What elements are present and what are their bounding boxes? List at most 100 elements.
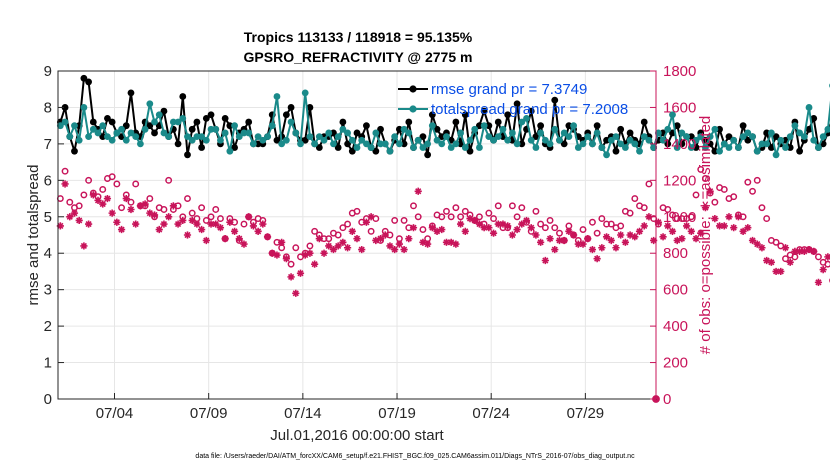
obs_possible-point <box>824 260 830 268</box>
totalspread-point <box>207 125 215 133</box>
y-tick-label-right: 0 <box>663 391 671 408</box>
obs_possible-point <box>66 198 74 206</box>
obs_assimilated-point <box>772 267 780 276</box>
obs_assimilated-point <box>226 218 234 226</box>
obs_assimilated-point <box>588 245 597 254</box>
rmse-point <box>796 147 804 155</box>
totalspread-point <box>165 133 173 141</box>
y-tick-label-right: 1600 <box>663 99 696 116</box>
totalspread-point <box>763 140 771 148</box>
totalspread-point <box>631 140 639 148</box>
totalspread-point <box>617 140 625 148</box>
obs_assimilated-point <box>108 209 116 217</box>
totalspread-point <box>716 147 723 155</box>
totalspread-point <box>772 151 780 159</box>
y-tick-label-left: 8 <box>44 99 52 116</box>
obs_assimilated-point <box>320 249 328 257</box>
y-tick-label-left: 1 <box>44 355 52 372</box>
obs_assimilated-point <box>758 244 766 252</box>
y-tick-label-left: 5 <box>44 209 52 226</box>
totalspread-point <box>391 133 399 141</box>
totalspread-point <box>273 93 281 100</box>
totalspread-point <box>758 140 766 148</box>
totalspread-point <box>104 133 111 141</box>
totalspread-point <box>819 133 827 141</box>
rmse-point <box>527 107 535 115</box>
rmse-point <box>179 93 187 100</box>
rmse-point <box>122 122 130 130</box>
obs_assimilated-point <box>763 256 771 265</box>
rmse-point <box>160 107 168 115</box>
rmse-point <box>85 78 93 86</box>
obs_assimilated-point <box>358 245 366 254</box>
rmse-point <box>560 140 568 148</box>
totalspread-point <box>66 133 74 141</box>
obs_possible-point <box>626 209 634 217</box>
obs_assimilated-point <box>522 216 531 225</box>
rmse-point <box>363 122 370 130</box>
rmse-point <box>763 129 771 137</box>
obs_assimilated-point <box>249 222 258 230</box>
obs_assimilated-point <box>198 225 206 234</box>
totalspread-point <box>118 125 125 133</box>
totalspread-point <box>363 140 370 148</box>
obs_assimilated-point <box>254 227 262 235</box>
rmse-point <box>744 136 752 144</box>
obs_possible-point <box>669 211 676 219</box>
obs_possible-point <box>508 202 516 210</box>
obs_assimilated-point <box>631 233 639 241</box>
obs_assimilated-point <box>720 222 728 230</box>
totalspread-point <box>447 144 455 151</box>
obs_possible-point <box>108 173 116 181</box>
obs_possible-point <box>85 176 93 184</box>
obs_possible-point <box>212 206 220 213</box>
rmse-point <box>193 118 201 126</box>
rmse-point <box>301 136 309 144</box>
totalspread-point <box>419 144 427 151</box>
obs_possible-point <box>391 216 399 224</box>
obs_assimilated-point <box>565 227 573 235</box>
totalspread-point <box>268 122 276 130</box>
obs_assimilated-point <box>103 194 112 203</box>
obs_assimilated-point <box>348 227 356 235</box>
totalspread-point <box>457 129 464 137</box>
x-axis-label: Jul.01,2016 00:00:00 start <box>270 427 444 444</box>
y-axis-label-right: # of obs: o=possible; ∗=assimilated <box>697 116 714 355</box>
legend-entry-rmse: rmse grand pr = 7.3749 <box>431 81 587 98</box>
obs_assimilated-point <box>259 220 267 228</box>
obs_possible-point <box>419 226 427 233</box>
totalspread-point <box>504 136 512 144</box>
obs_assimilated-point <box>334 242 342 250</box>
totalspread-point <box>636 147 643 155</box>
rmse-point <box>174 140 182 148</box>
totalspread-point <box>250 140 257 148</box>
totalspread-point <box>122 136 130 144</box>
rmse-point <box>198 144 206 151</box>
totalspread-point <box>381 140 389 148</box>
rmse-point <box>353 129 361 137</box>
obs_assimilated-point <box>602 233 611 241</box>
totalspread-point <box>791 122 799 130</box>
obs_assimilated-point <box>645 213 653 221</box>
obs_possible-point <box>292 244 300 252</box>
totalspread-point <box>108 136 116 144</box>
obs_assimilated-point <box>240 240 248 248</box>
obs_assimilated-point <box>362 218 371 226</box>
rmse-point <box>692 144 700 151</box>
y-tick-label-left: 3 <box>44 282 52 299</box>
obs_assimilated-point <box>315 235 323 243</box>
obs_assimilated-point <box>230 227 239 235</box>
obs_assimilated-point <box>165 213 173 221</box>
totalspread-point <box>287 118 295 126</box>
totalspread-point <box>433 136 441 144</box>
totalspread-point <box>428 122 436 130</box>
obs_possible-point <box>711 198 719 206</box>
obs_assimilated-point <box>113 218 121 226</box>
totalspread-point <box>198 133 206 141</box>
obs_possible-point <box>518 204 526 212</box>
totalspread-point <box>254 133 262 141</box>
rmse-point <box>452 118 460 126</box>
totalspread-point <box>353 144 361 151</box>
x-tick-label: 07/24 <box>472 405 510 422</box>
obs_assimilated-point <box>419 238 427 246</box>
